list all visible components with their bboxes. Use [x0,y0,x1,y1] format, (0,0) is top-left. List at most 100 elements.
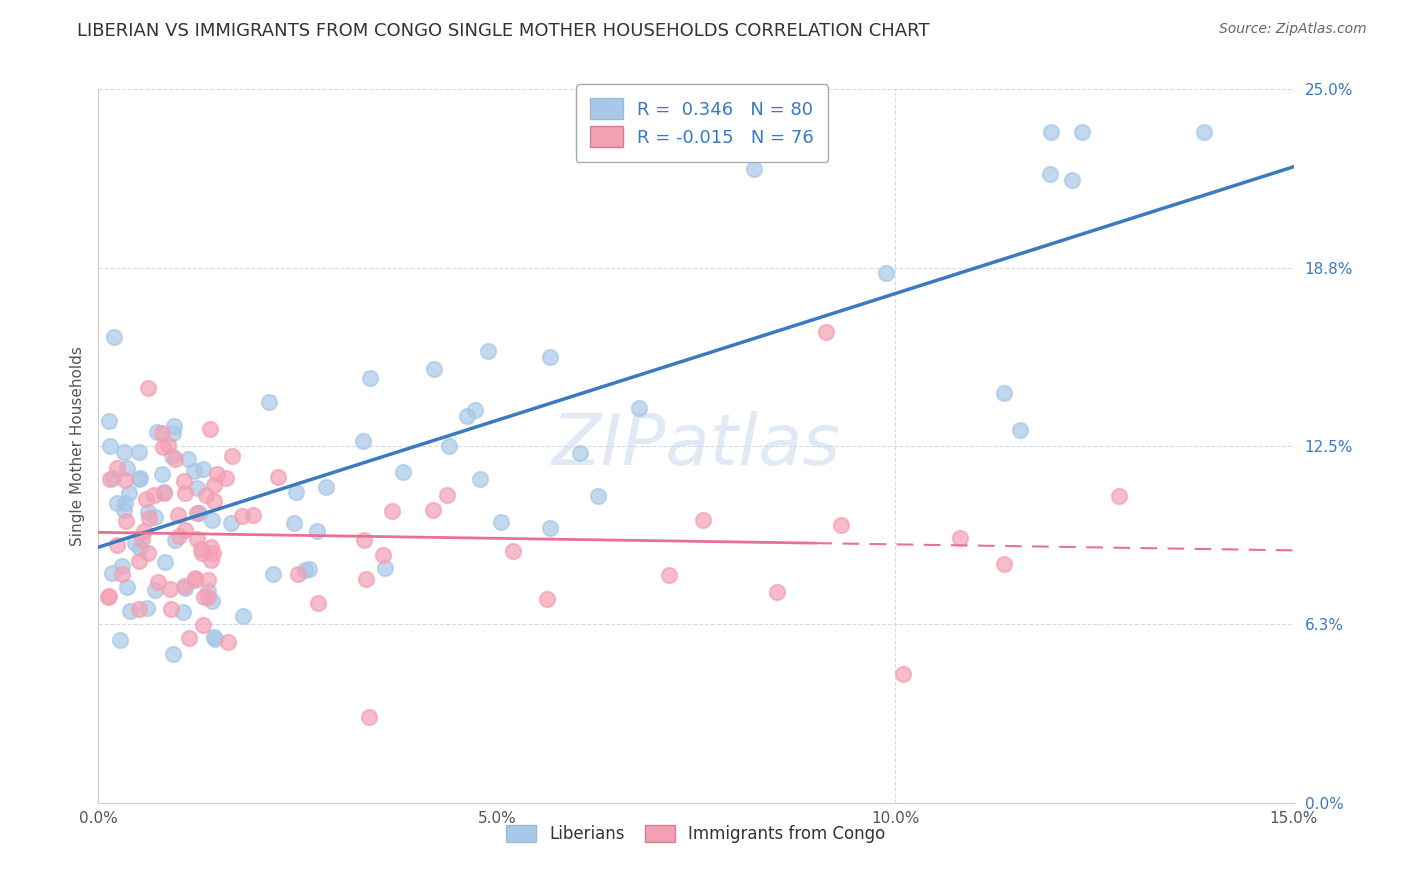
Point [1070,125,1092,139]
Point [568,446,591,460]
Point [359,710,381,724]
Point [538,521,561,535]
Point [262,567,284,582]
Point [586,489,609,503]
Point [112,503,135,517]
Point [423,361,446,376]
Point [163,419,186,434]
Point [105,496,128,510]
Point [190,545,212,559]
Point [128,445,150,459]
Point [191,462,214,476]
Point [188,506,211,520]
Point [219,516,242,530]
Point [298,562,321,576]
Point [201,513,224,527]
Point [489,515,512,529]
Point [132,524,155,538]
Point [111,559,134,574]
Point [129,471,152,485]
Point [1039,125,1062,139]
Point [177,452,200,467]
Point [157,438,180,452]
Point [112,444,135,458]
Point [97,590,120,604]
Point [197,583,219,598]
Point [437,439,460,453]
Point [145,582,167,597]
Point [186,506,208,520]
Point [359,371,381,385]
Point [285,484,308,499]
Point [352,434,374,449]
Point [177,632,200,646]
Point [160,602,183,616]
Point [100,472,122,486]
Point [374,561,396,575]
Point [105,538,128,552]
Point [153,555,176,569]
Point [146,425,169,439]
Point [391,465,413,479]
Point [100,566,122,580]
Point [148,575,170,590]
Point [267,470,290,484]
Point [1108,489,1130,503]
Point [742,162,765,177]
Point [197,573,219,587]
Point [202,630,225,644]
Point [200,541,222,555]
Point [477,344,499,359]
Point [201,593,224,607]
Point [129,541,152,555]
Point [115,461,138,475]
Point [232,609,254,624]
Point [468,472,491,486]
Point [197,590,219,604]
Point [114,496,136,510]
Point [143,510,166,524]
Point [993,558,1015,572]
Point [128,553,150,567]
Point [108,632,131,647]
Point [294,563,316,577]
Point [136,601,159,615]
Point [948,531,970,545]
Point [173,523,195,537]
Point [143,488,166,502]
Point [1194,125,1216,139]
Point [131,532,153,546]
Point [105,461,128,475]
Point [191,617,214,632]
Point [162,647,184,661]
Point [115,514,138,528]
Point [152,440,174,454]
Point [135,491,157,506]
Point [150,425,173,440]
Point [307,524,329,538]
Point [124,536,146,550]
Point [814,325,837,339]
Text: ZIPatlas: ZIPatlas [551,411,841,481]
Point [174,581,197,595]
Point [163,533,186,547]
Point [204,632,226,647]
Point [136,505,159,519]
Point [200,553,222,567]
Point [162,449,184,463]
Point [101,471,124,485]
Point [315,480,337,494]
Point [173,579,195,593]
Point [658,568,681,582]
Point [153,486,176,500]
Point [193,590,215,604]
Point [184,571,207,585]
Point [1008,423,1031,437]
Point [692,513,714,527]
Point [436,488,458,502]
Point [830,518,852,533]
Point [114,473,136,487]
Point [198,422,221,436]
Point [217,634,239,648]
Point [173,475,195,489]
